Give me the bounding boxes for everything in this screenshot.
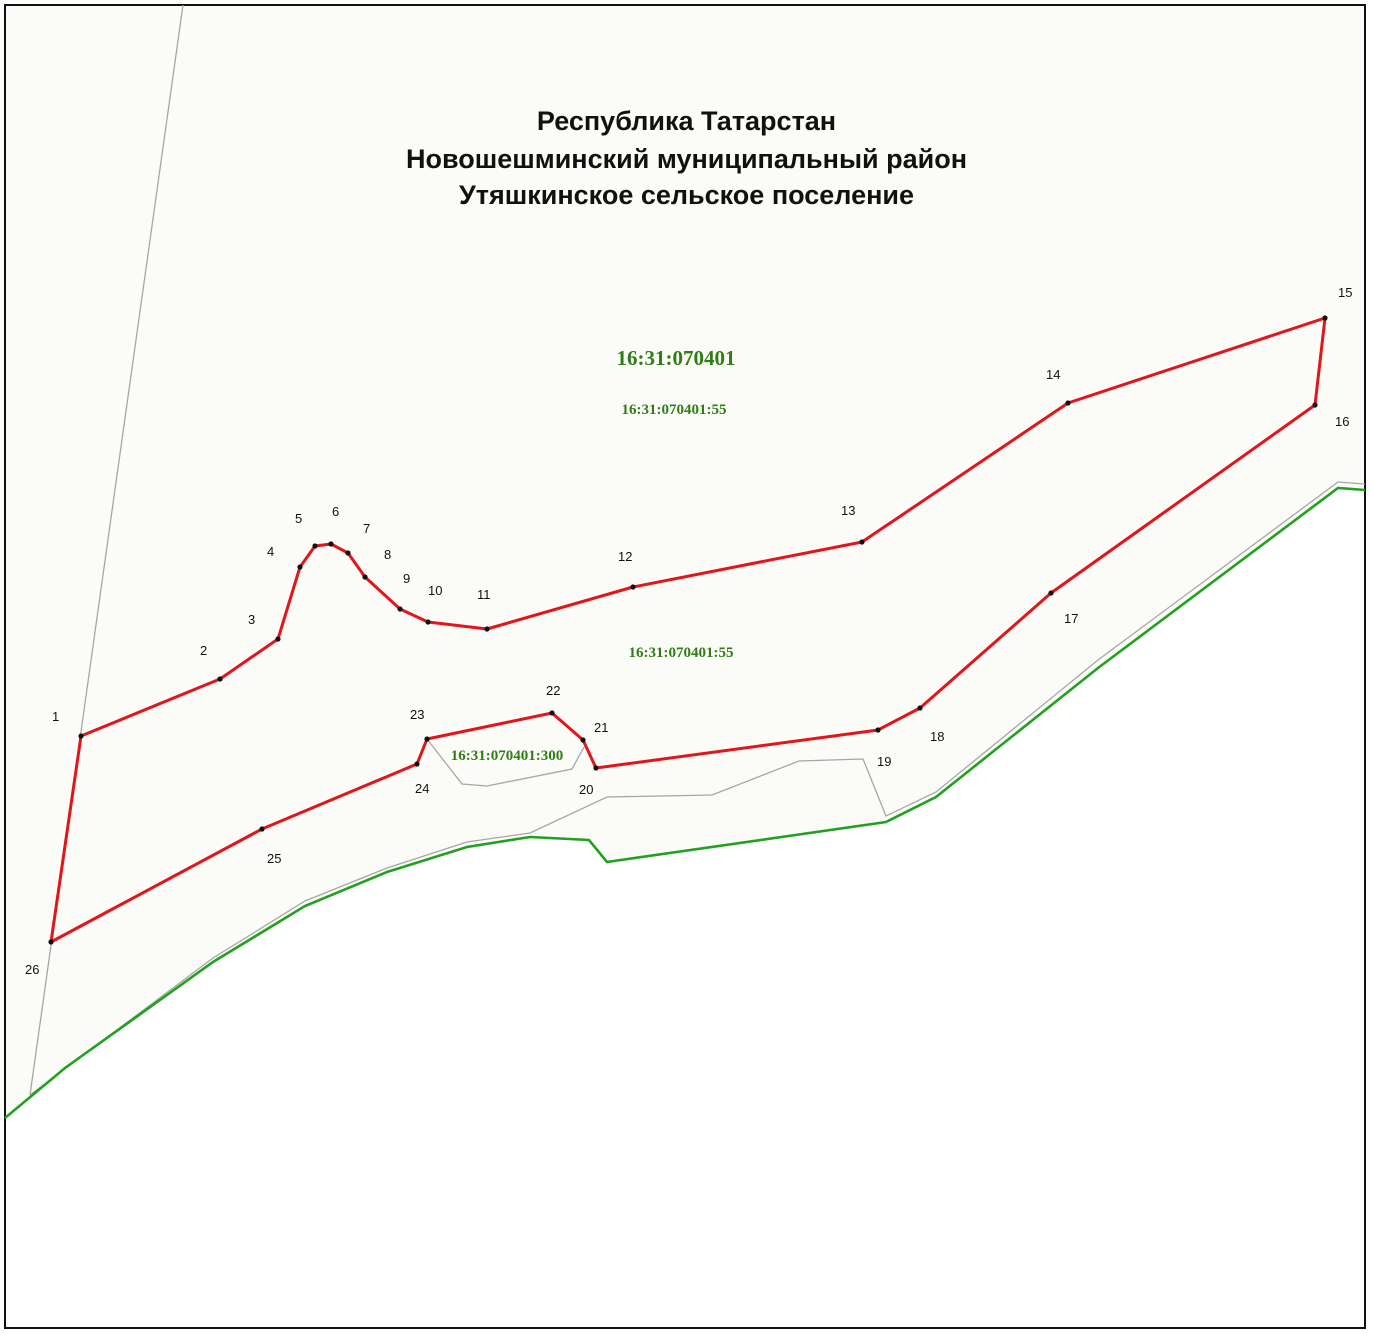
point-label-26: 26 bbox=[25, 962, 39, 977]
point-label-13: 13 bbox=[841, 503, 855, 518]
map-frame bbox=[4, 4, 1366, 1329]
parcel-label-mid: 16:31:070401:55 bbox=[629, 645, 734, 661]
point-label-2: 2 bbox=[200, 643, 207, 658]
point-label-10: 10 bbox=[428, 583, 442, 598]
cadastral-quarter-label: 16:31:070401 bbox=[617, 346, 736, 370]
point-label-16: 16 bbox=[1335, 414, 1349, 429]
title-settlement: Утяшкинское сельское поселение bbox=[458, 180, 915, 210]
point-label-15: 15 bbox=[1338, 285, 1352, 300]
title-district: Новошешминский муниципальный район bbox=[405, 144, 968, 174]
point-label-24: 24 bbox=[415, 781, 429, 796]
point-label-18: 18 bbox=[930, 729, 944, 744]
point-label-6: 6 bbox=[332, 504, 339, 519]
title-region: Республика Татарстан bbox=[536, 106, 837, 136]
point-label-3: 3 bbox=[248, 612, 255, 627]
point-label-1: 1 bbox=[52, 709, 59, 724]
point-label-25: 25 bbox=[267, 851, 281, 866]
point-label-5: 5 bbox=[295, 511, 302, 526]
point-label-19: 19 bbox=[877, 754, 891, 769]
point-label-21: 21 bbox=[594, 720, 608, 735]
point-label-4: 4 bbox=[267, 544, 274, 559]
river-boundary-line bbox=[4, 486, 1366, 1119]
point-label-17: 17 bbox=[1064, 611, 1078, 626]
point-labels: 1 2 3 4 5 6 7 8 9 10 11 12 13 14 15 16 1… bbox=[25, 285, 1352, 977]
point-label-8: 8 bbox=[384, 547, 391, 562]
parcel-300-line bbox=[426, 738, 585, 787]
point-label-11: 11 bbox=[477, 587, 491, 602]
point-label-22: 22 bbox=[546, 683, 560, 698]
point-label-14: 14 bbox=[1046, 367, 1060, 382]
point-label-20: 20 bbox=[579, 782, 593, 797]
vertex-dots bbox=[48, 315, 1328, 945]
parcel-label-top: 16:31:070401:55 bbox=[622, 402, 727, 418]
point-label-12: 12 bbox=[618, 549, 632, 564]
parcel-label-inner: 16:31:070401:300 bbox=[451, 748, 564, 764]
point-label-9: 9 bbox=[403, 571, 410, 586]
land-area bbox=[5, 5, 1365, 1118]
point-label-7: 7 bbox=[363, 521, 370, 536]
riverbank-line bbox=[29, 481, 1366, 1096]
point-label-23: 23 bbox=[410, 707, 424, 722]
